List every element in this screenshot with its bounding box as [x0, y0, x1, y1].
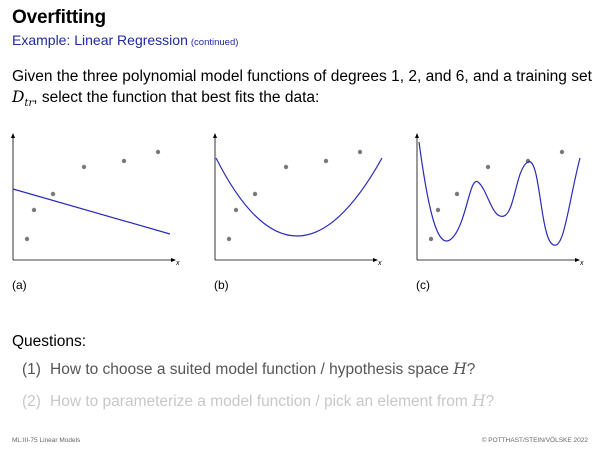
plot-b-points: [226, 149, 363, 242]
plot-c-x-label: x: [579, 260, 584, 267]
data-point: [226, 236, 232, 242]
data-point: [435, 207, 441, 213]
data-point: [559, 149, 565, 155]
plot-b-label: (b): [214, 278, 229, 292]
question-2-text: How to parameterize a model function / p…: [50, 393, 473, 410]
question-2-end: ?: [485, 393, 495, 410]
intro-paragraph: Given the three polynomial model functio…: [12, 66, 592, 114]
slide-title: Overfitting: [12, 7, 106, 28]
data-point: [24, 236, 30, 242]
data-point: [454, 191, 460, 197]
question-1-number: (1): [22, 361, 41, 378]
plot-a-points: [24, 149, 161, 242]
plot-b-curve: [215, 157, 383, 237]
data-point: [323, 158, 329, 164]
footer-slide-id: ML:III-75 Linear Models: [12, 437, 81, 444]
plot-a-x-label: x: [175, 260, 180, 267]
question-1-text: How to choose a suited model function / …: [50, 361, 454, 378]
data-point: [81, 164, 87, 170]
slide-subtitle: Example: Linear Regression (continued): [12, 32, 238, 48]
data-point: [31, 207, 37, 213]
plot-a-curve: [12, 188, 171, 235]
plot-a: x: [11, 133, 180, 267]
question-2-number: (2): [22, 393, 41, 410]
data-point: [357, 149, 363, 155]
footer-copyright: © POTTHAST/STEIN/VÖLSKE 2022: [481, 437, 588, 444]
data-point: [428, 236, 434, 242]
plot-b-x-arrow: [373, 258, 378, 262]
intro-text-after: , select the function that best fits the…: [33, 89, 320, 106]
plot-a-axes: [12, 136, 173, 261]
question-1-end: ?: [466, 361, 476, 378]
question-2-symbol: H: [472, 392, 486, 410]
data-point: [283, 164, 289, 170]
plot-c-y-arrow: [415, 133, 419, 138]
question-2: (2) How to parameterize a model function …: [22, 392, 494, 411]
data-point: [485, 164, 491, 170]
plot-b: x: [213, 133, 383, 267]
training-set-subscript: tr: [24, 98, 34, 110]
plot-b-y-arrow: [213, 133, 217, 138]
data-point: [121, 158, 127, 164]
plot-b-x-label: x: [377, 260, 382, 267]
questions-heading: Questions:: [12, 333, 87, 350]
plot-a-label: (a): [12, 278, 27, 292]
subtitle-text: Example: Linear Regression: [12, 32, 188, 48]
plot-c: x: [415, 133, 584, 267]
training-set-symbol: Dtr: [12, 88, 34, 110]
data-point: [233, 207, 239, 213]
intro-text-before: Given the three polynomial model functio…: [12, 68, 592, 85]
plot-b-axes: [214, 136, 375, 261]
plot-c-points: [428, 149, 565, 242]
plot-c-label: (c): [416, 278, 430, 292]
question-1-symbol: H: [453, 360, 467, 378]
data-point: [252, 191, 258, 197]
question-1: (1) How to choose a suited model function…: [22, 360, 475, 379]
plot-c-axes: [416, 136, 577, 261]
plot-a-x-arrow: [171, 258, 176, 262]
data-point: [50, 191, 56, 197]
plot-c-curve: [418, 141, 581, 246]
plot-c-x-arrow: [575, 258, 580, 262]
plot-a-y-arrow: [11, 133, 15, 138]
training-set-letter: D: [12, 88, 25, 106]
subtitle-note: (continued): [190, 37, 239, 48]
data-point: [155, 149, 161, 155]
